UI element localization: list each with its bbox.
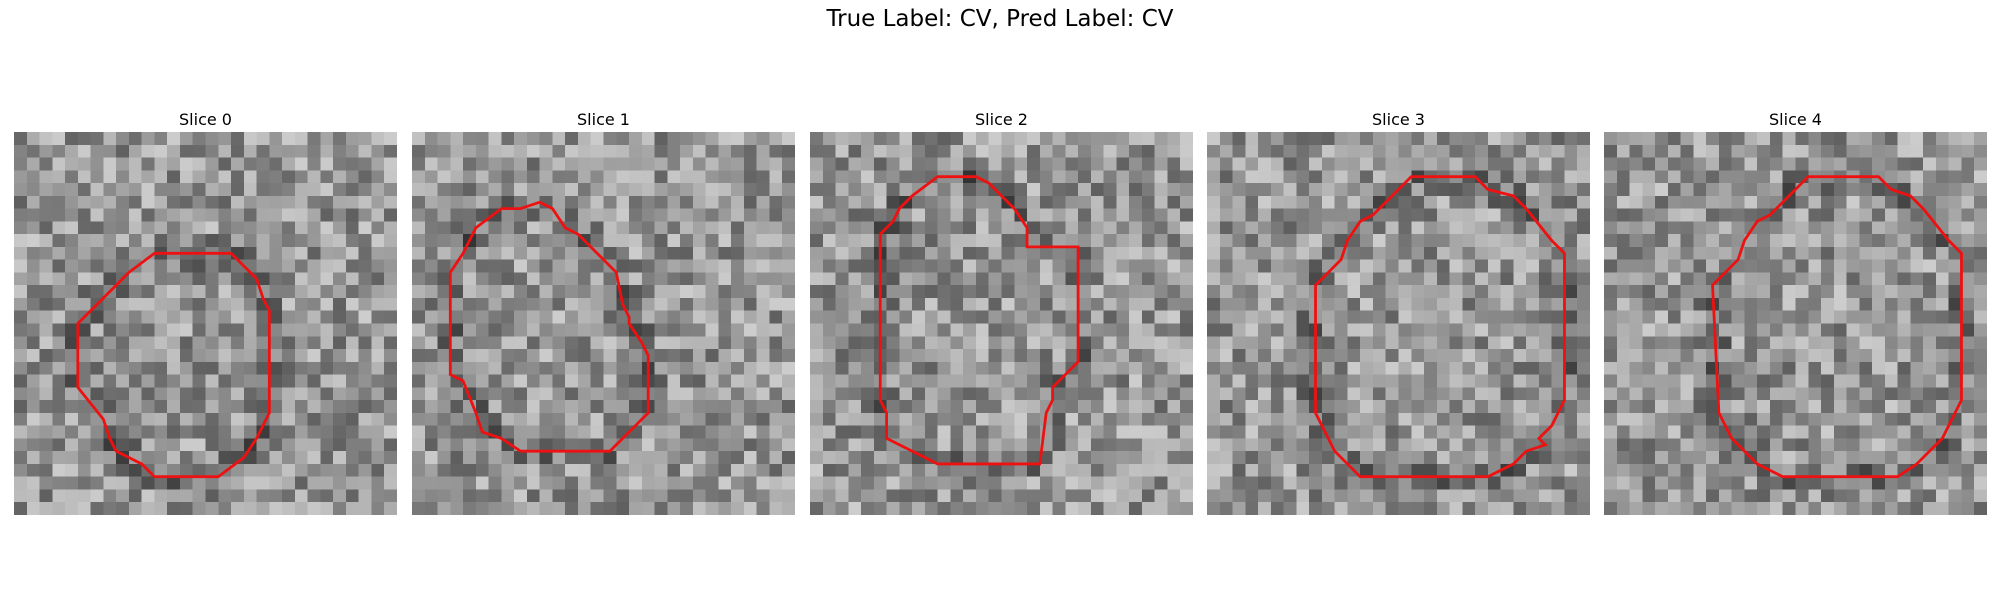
slice-image-1	[412, 132, 795, 515]
contour-1	[448, 200, 650, 453]
slice-panel-4: Slice 4	[1604, 108, 1987, 515]
slice-panel-1: Slice 1	[412, 108, 795, 515]
slice-title-0: Slice 0	[179, 110, 232, 129]
contour-3	[1314, 175, 1566, 479]
contour-4	[1711, 175, 1963, 479]
slice-panel-0: Slice 0	[14, 108, 397, 515]
slice-title-4: Slice 4	[1769, 110, 1822, 129]
slice-panel-2: Slice 2	[810, 108, 1193, 515]
contour-2	[878, 175, 1080, 466]
figure-title: True Label: CV, Pred Label: CV	[826, 6, 1174, 32]
slice-title-1: Slice 1	[577, 110, 630, 129]
slice-title-2: Slice 2	[975, 110, 1028, 129]
slice-image-2	[810, 132, 1193, 515]
slice-panel-3: Slice 3	[1207, 108, 1590, 515]
slice-image-0	[14, 132, 397, 515]
slice-title-3: Slice 3	[1372, 110, 1425, 129]
slice-image-3	[1207, 132, 1590, 515]
slice-image-4	[1604, 132, 1987, 515]
contour-0	[76, 251, 271, 479]
